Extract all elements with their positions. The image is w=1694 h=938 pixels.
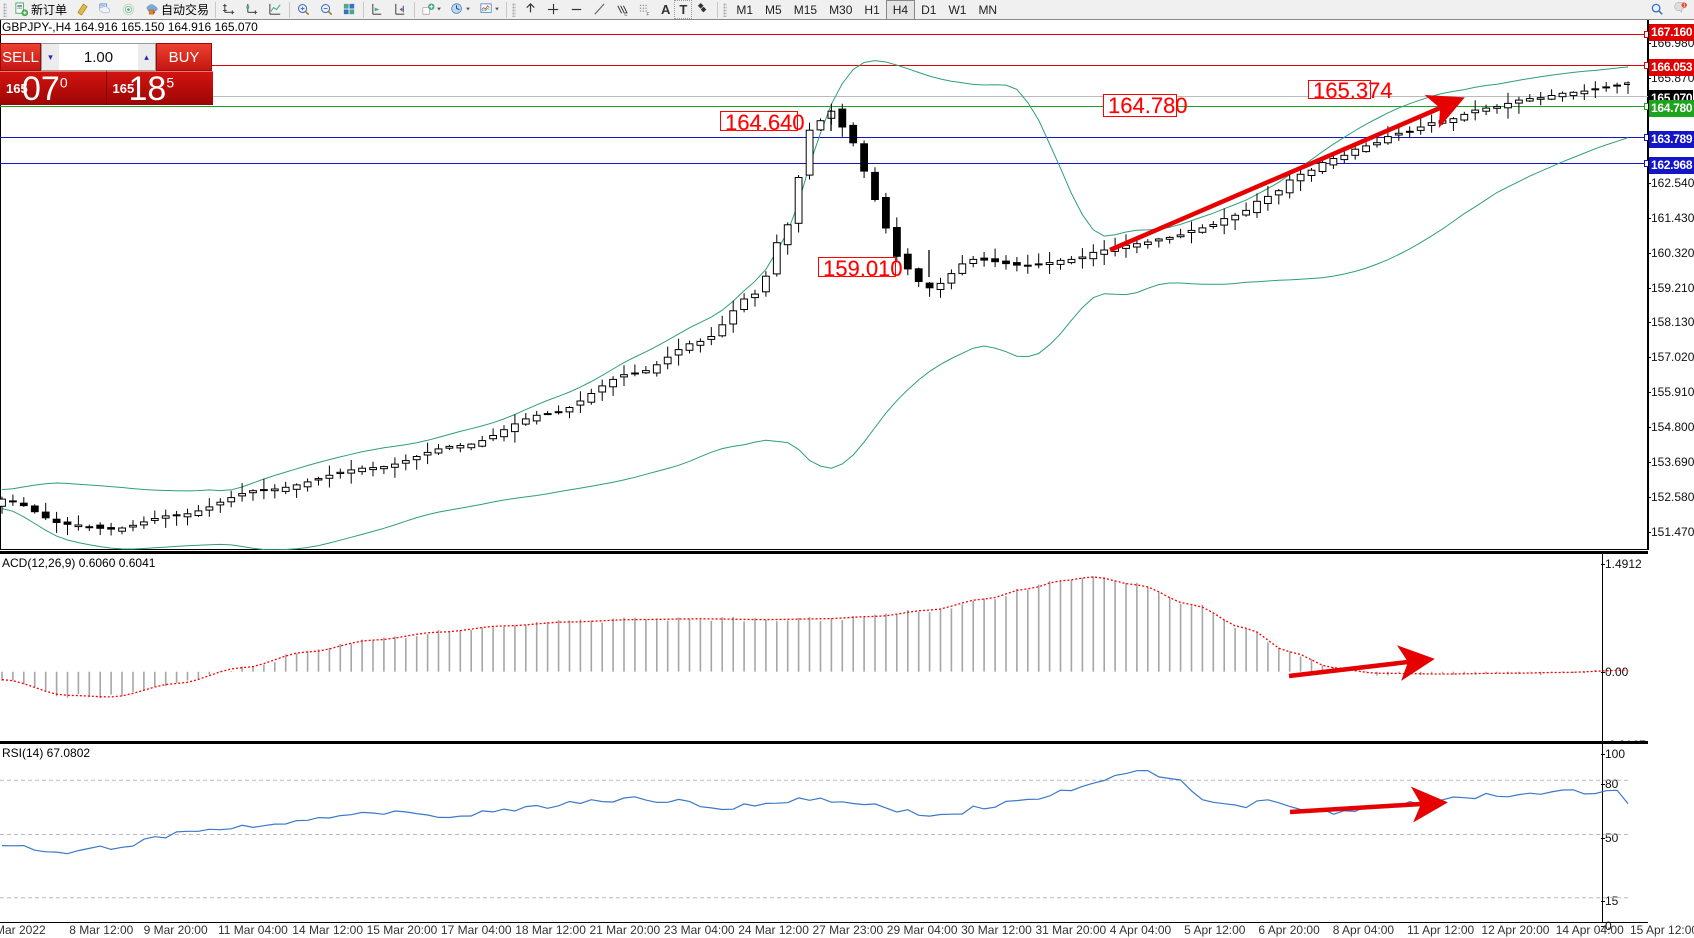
svg-text:E: E	[624, 12, 627, 17]
svg-text:F: F	[646, 12, 649, 17]
